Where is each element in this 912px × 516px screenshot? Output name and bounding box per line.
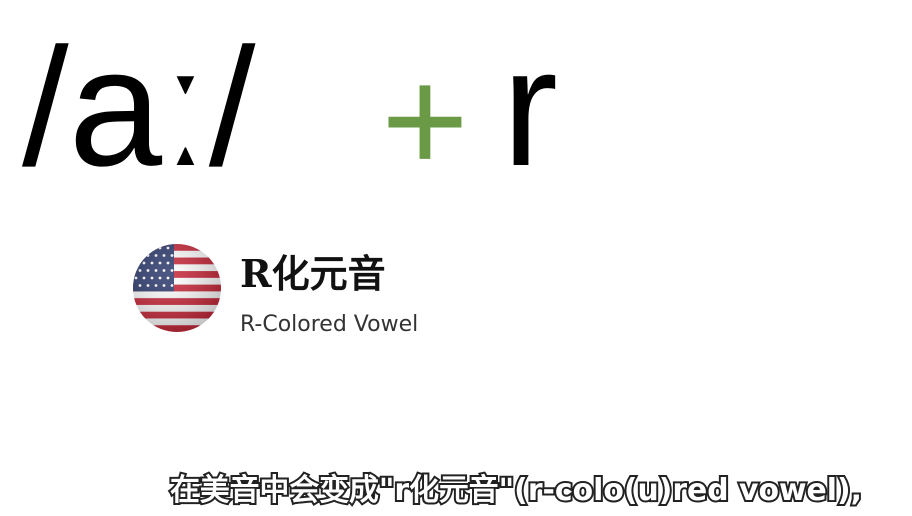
card-subtitle: R-Colored Vowel: [240, 312, 418, 337]
subtitle-caption: 在美音中会变成"r化元音"(r-colo(u)red vowel),: [170, 473, 862, 508]
card-title: R化元音: [240, 251, 386, 296]
letter-r: r: [502, 13, 558, 201]
plus-sign: +: [381, 36, 469, 204]
phonetic: /aː/: [22, 13, 256, 201]
flag-shading: [133, 244, 221, 332]
